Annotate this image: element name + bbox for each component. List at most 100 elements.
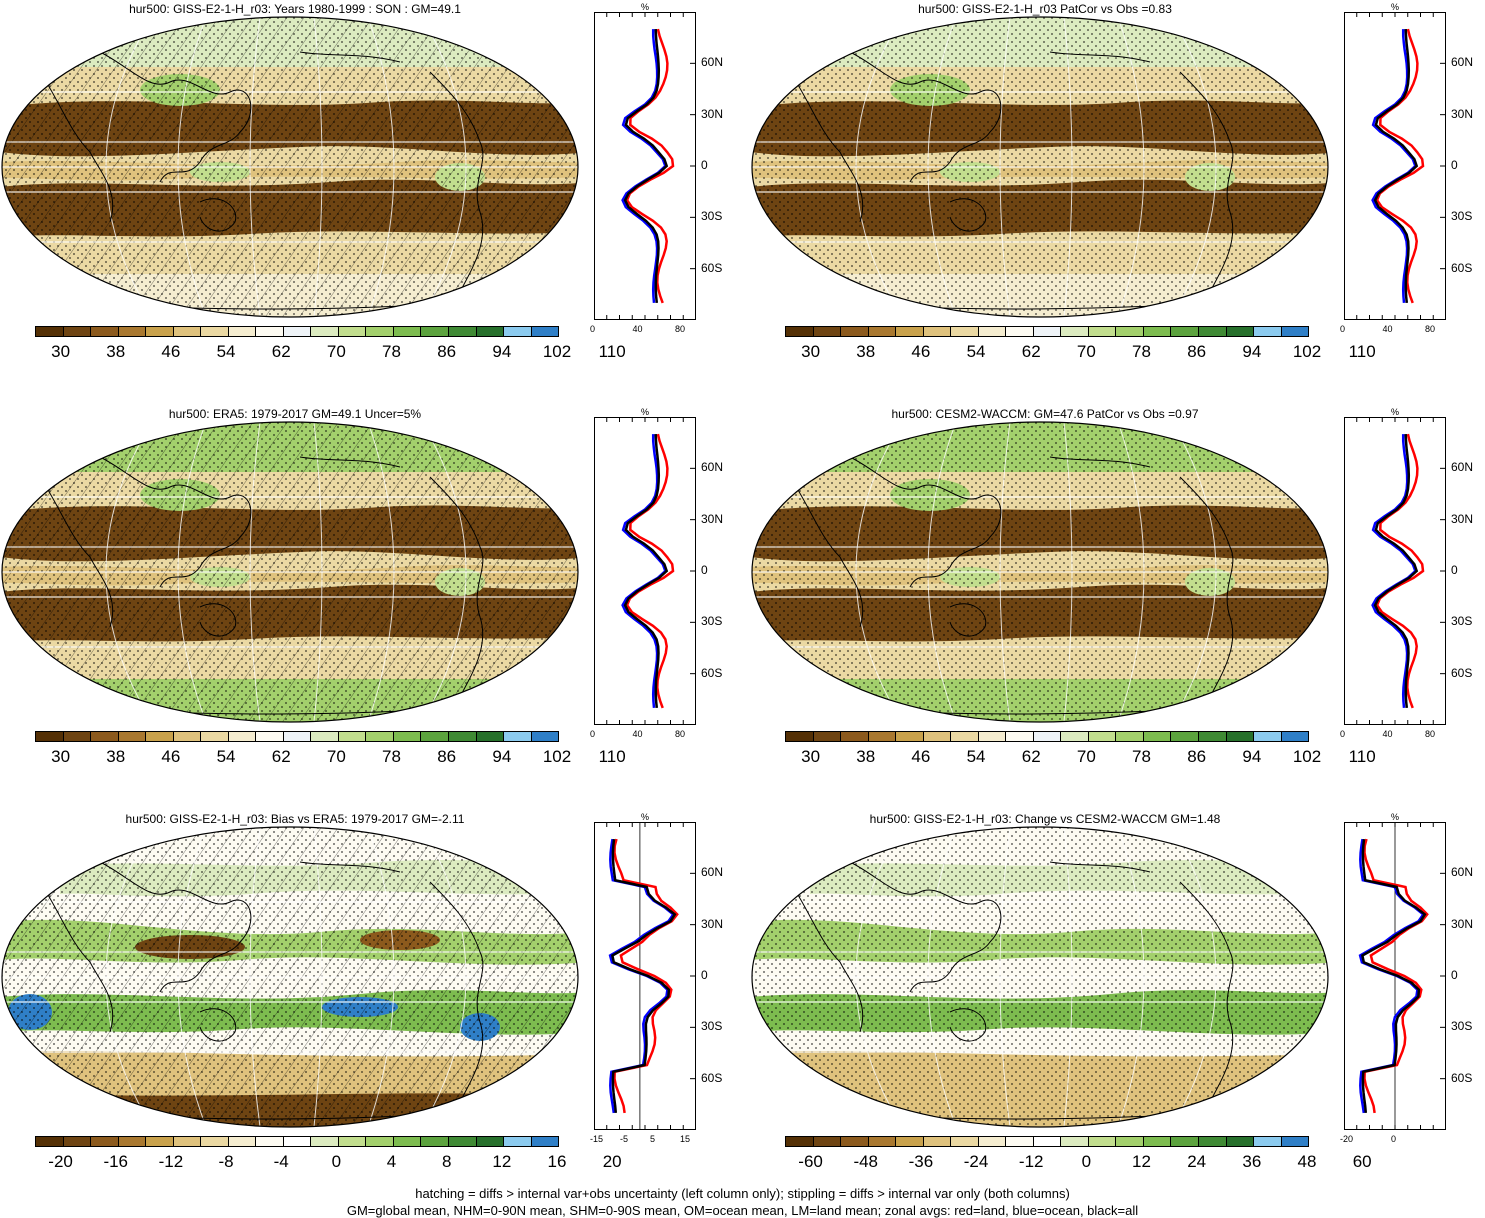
colorbar-swatch xyxy=(978,732,1007,741)
colorbar-label: 38 xyxy=(856,747,876,766)
colorbar-swatch xyxy=(1088,327,1117,336)
zonal-average-plot xyxy=(594,822,696,1130)
colorbar-swatch xyxy=(951,732,979,741)
colorbar-swatch xyxy=(366,732,394,741)
panel-title: hur500: GISS-E2-1-H_r03 PatCor vs Obs =0… xyxy=(918,2,1172,16)
colorbar-swatch xyxy=(813,327,842,336)
colorbar-label: 110 xyxy=(1348,747,1376,766)
map-panel-5: hur500: GISS-E2-1-H_r03: Bias vs ERA5: 1… xyxy=(0,810,735,1200)
zonal-x-tick-label: 0 xyxy=(1340,729,1346,739)
zonal-x-tick-label: 0 xyxy=(1340,324,1346,334)
zonal-x-tick-label: -20 xyxy=(1340,1134,1354,1144)
map-panel-3: hur500: ERA5: 1979-2017 GM=49.1 Uncer=5%… xyxy=(0,405,735,795)
colorbar-label: 46 xyxy=(161,747,181,766)
colorbar-swatch xyxy=(1226,732,1255,741)
colorbar-swatch xyxy=(476,732,505,741)
latitude-label: 30N xyxy=(1451,106,1474,121)
zonal-unit-label: % xyxy=(641,2,650,12)
colorbar-swatch xyxy=(201,732,229,741)
colorbar-swatch xyxy=(1226,1137,1255,1146)
latitude-label: 0 xyxy=(701,968,708,982)
colorbar-label: 24 xyxy=(1187,1152,1207,1171)
colorbar-swatch xyxy=(923,327,952,336)
colorbar-swatch xyxy=(868,1137,897,1146)
colorbar-label: 86 xyxy=(1187,342,1207,361)
zonal-x-tick-label: 80 xyxy=(1425,324,1436,334)
colorbar-swatch xyxy=(476,1137,505,1146)
colorbar-label: 48 xyxy=(1297,1152,1317,1171)
latitude-label: 0 xyxy=(1451,158,1458,172)
colorbar-label: -20 xyxy=(48,1152,73,1171)
colorbar-swatch xyxy=(366,327,394,336)
zonal-average-plot xyxy=(1344,12,1446,320)
colorbar-swatch xyxy=(1061,1137,1089,1146)
colorbar-swatch xyxy=(951,1137,979,1146)
colorbar-label: 94 xyxy=(492,747,512,766)
colorbar-swatch xyxy=(338,1137,367,1146)
latitude-label: 60S xyxy=(1451,1070,1473,1085)
colorbar-swatch xyxy=(1116,732,1144,741)
colorbar-swatch xyxy=(311,732,339,741)
colorbar-label: 4 xyxy=(386,1152,397,1171)
latitude-label: 60N xyxy=(701,460,724,475)
panel-title: hur500: GISS-E2-1-H_r03: Years 1980-1999… xyxy=(129,2,461,16)
colorbar-label: -4 xyxy=(273,1152,289,1171)
colorbar-label: -24 xyxy=(963,1152,989,1171)
colorbar-label: 102 xyxy=(542,747,572,766)
panel-title: hur500: CESM2-WACCM: GM=47.6 PatCor vs O… xyxy=(891,407,1199,421)
world-map xyxy=(751,16,1329,318)
colorbar-swatch xyxy=(1254,327,1282,336)
zonal-average-plot xyxy=(594,12,696,320)
latitude-label: 60N xyxy=(1451,865,1474,880)
zonal-x-tick-label: 40 xyxy=(1382,324,1393,334)
colorbar-swatch xyxy=(256,732,284,741)
colorbar-label: 86 xyxy=(1187,747,1207,766)
colorbar-label: 30 xyxy=(51,342,71,361)
zonal-x-tick-label: 80 xyxy=(675,729,686,739)
colorbar-swatch xyxy=(91,1137,119,1146)
colorbar-swatch xyxy=(201,1137,229,1146)
colorbar-label: 36 xyxy=(1242,1152,1262,1171)
colorbar-swatch xyxy=(421,1137,449,1146)
colorbar-label: -16 xyxy=(103,1152,129,1171)
latitude-label: 30N xyxy=(701,511,724,526)
colorbar-swatch xyxy=(504,1137,532,1146)
latitude-label: 0 xyxy=(1451,563,1458,577)
colorbar-swatch xyxy=(338,327,367,336)
colorbar-swatch xyxy=(476,327,505,336)
colorbar-swatch xyxy=(36,327,64,336)
colorbar-swatch xyxy=(448,1137,477,1146)
latitude-label: 60S xyxy=(701,260,723,275)
zonal-x-tick-label: 80 xyxy=(1425,729,1436,739)
colorbar-label: 54 xyxy=(216,747,236,766)
colorbar-label: 54 xyxy=(216,342,236,361)
zonal-unit-label: % xyxy=(1391,812,1400,822)
map-panel-2: hur500: GISS-E2-1-H_r03 PatCor vs Obs =0… xyxy=(750,0,1485,390)
colorbar-label: 12 xyxy=(492,1152,512,1171)
world-map xyxy=(751,421,1329,723)
colorbar-swatch xyxy=(1061,732,1089,741)
colorbar-label: 94 xyxy=(1242,747,1262,766)
latitude-label: 0 xyxy=(701,158,708,172)
colorbar-swatch xyxy=(1033,327,1062,336)
colorbar-swatch xyxy=(1088,732,1117,741)
latitude-label: 60N xyxy=(701,55,724,70)
colorbar-label: 78 xyxy=(1132,747,1151,766)
latitude-label: 30S xyxy=(1451,614,1473,629)
latitude-label: 60S xyxy=(701,1070,723,1085)
colorbar-swatch xyxy=(1171,732,1199,741)
colorbar-swatch xyxy=(1281,732,1309,741)
colorbar-swatch xyxy=(531,1137,559,1146)
colorbar-label: 78 xyxy=(382,342,401,361)
colorbar-swatch xyxy=(504,732,532,741)
colorbar-swatch xyxy=(1143,732,1172,741)
colorbar-swatch xyxy=(1033,732,1062,741)
latitude-label: 60N xyxy=(701,865,724,880)
latitude-label: 30N xyxy=(701,916,724,931)
latitude-label: 30N xyxy=(701,106,724,121)
colorbar-swatch xyxy=(36,732,64,741)
colorbar-label: 102 xyxy=(1292,747,1322,766)
colorbar xyxy=(35,326,559,337)
colorbar-swatch xyxy=(63,327,92,336)
colorbar-swatch xyxy=(1061,327,1089,336)
